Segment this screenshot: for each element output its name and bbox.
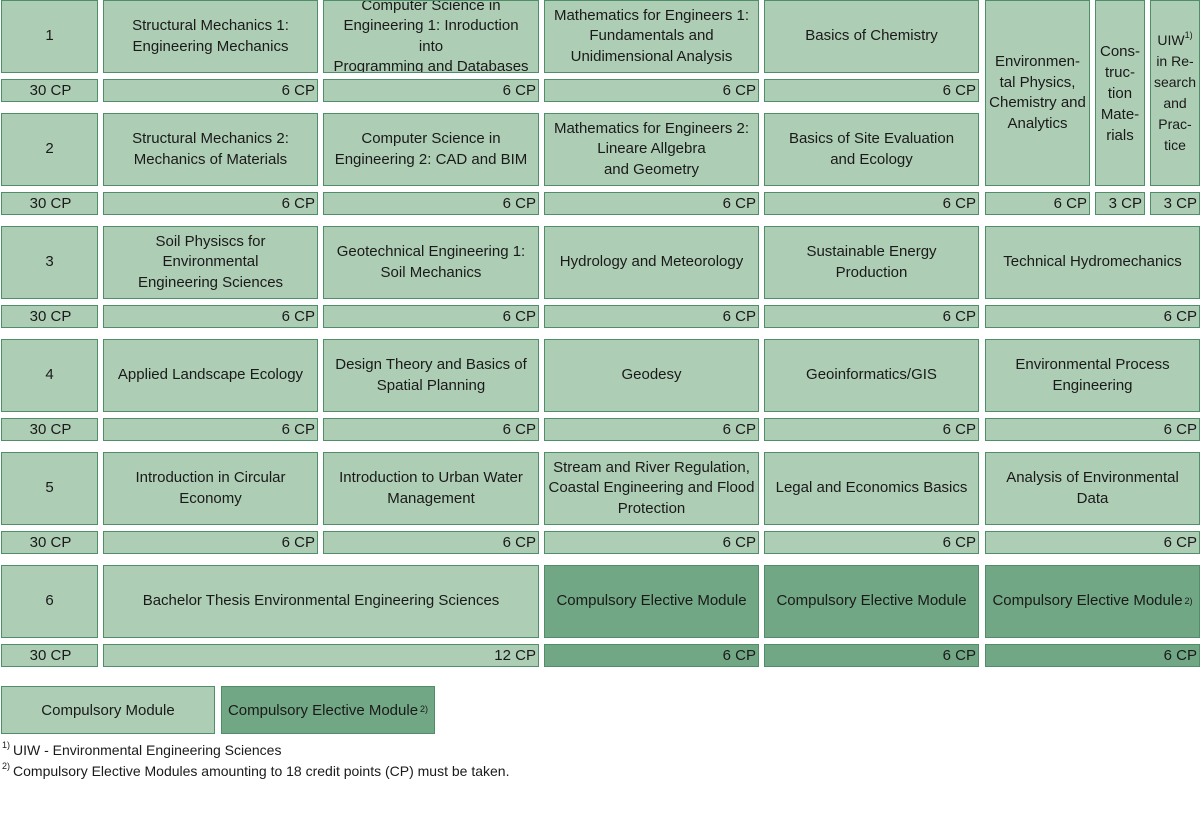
module-cp: 6 CP: [985, 192, 1090, 215]
module-circular-economy: Introduction in Circular Economy: [103, 452, 318, 525]
module-urban-water-management: Introduction to Urban Water Management: [323, 452, 539, 525]
module-hydrology-meteorology: Hydrology and Meteorology: [544, 226, 759, 299]
module-design-theory-spatial-planning: Design Theory and Basics of Spatial Plan…: [323, 339, 539, 412]
module-mathematics-1: Mathematics for Engineers 1: Fundamental…: [544, 0, 759, 73]
module-stream-river-regulation: Stream and River Regulation, Coastal Eng…: [544, 452, 759, 525]
semester-4-label: 4: [1, 339, 98, 412]
module-cp: 6 CP: [764, 305, 979, 328]
module-sustainable-energy: Sustainable Energy Production: [764, 226, 979, 299]
module-cp: 6 CP: [103, 531, 318, 554]
module-title: Compulsory Elective Module: [992, 592, 1183, 610]
module-cp: 6 CP: [544, 644, 759, 667]
uiw-prefix: UIW: [1157, 32, 1185, 48]
module-cp: 6 CP: [323, 79, 539, 102]
module-cp: 3 CP: [1095, 192, 1145, 215]
module-cp: 6 CP: [103, 192, 318, 215]
module-mathematics-2: Mathematics for Engineers 2: Lineare All…: [544, 113, 759, 186]
module-cp: 6 CP: [764, 79, 979, 102]
module-cp: 6 CP: [323, 531, 539, 554]
module-environmental-process-engineering: Environmental Process Engineering: [985, 339, 1200, 412]
module-uiw-research-practice: UIW1) in Re- search and Prac- tice: [1150, 0, 1200, 186]
module-applied-landscape-ecology: Applied Landscape Ecology: [103, 339, 318, 412]
uiw-title-rest: in Re- search and Prac- tice: [1153, 53, 1197, 153]
module-cp: 6 CP: [764, 531, 979, 554]
legend-label: Compulsory Elective Module: [227, 701, 419, 719]
semester-3-total: 30 CP: [1, 305, 98, 328]
module-basics-of-chemistry: Basics of Chemistry: [764, 0, 979, 73]
semester-2-total: 30 CP: [1, 192, 98, 215]
module-geotechnical-engineering-1: Geotechnical Engineering 1: Soil Mechani…: [323, 226, 539, 299]
semester-1-total: 30 CP: [1, 79, 98, 102]
module-environmental-data-analysis: Analysis of Environmental Data: [985, 452, 1200, 525]
semester-1-label: 1: [1, 0, 98, 73]
module-environmental-physics-chemistry: Environmen- tal Physics, Chemistry and A…: [985, 0, 1090, 186]
module-cp: 6 CP: [544, 531, 759, 554]
footnote-text: Compulsory Elective Modules amounting to…: [13, 763, 510, 779]
module-construction-materials: Cons- truc- tion Mate- rials: [1095, 0, 1145, 186]
footnote-mark: 1): [2, 740, 11, 751]
semester-6-label: 6: [1, 565, 98, 638]
module-cp: 6 CP: [985, 305, 1200, 328]
module-cp: 6 CP: [323, 192, 539, 215]
module-cp: 6 CP: [544, 305, 759, 328]
module-computer-science-2: Computer Science in Engineering 2: CAD a…: [323, 113, 539, 186]
module-cp: 6 CP: [323, 418, 539, 441]
semester-4-total: 30 CP: [1, 418, 98, 441]
module-cp: 6 CP: [764, 418, 979, 441]
module-bachelor-thesis: Bachelor Thesis Environmental Engineerin…: [103, 565, 539, 638]
semester-6-total: 30 CP: [1, 644, 98, 667]
semester-2-label: 2: [1, 113, 98, 186]
module-compulsory-elective: Compulsory Elective Module 2): [985, 565, 1200, 638]
module-compulsory-elective: Compulsory Elective Module: [544, 565, 759, 638]
module-technical-hydromechanics: Technical Hydromechanics: [985, 226, 1200, 299]
module-geodesy: Geodesy: [544, 339, 759, 412]
legend-compulsory: Compulsory Module: [1, 686, 215, 734]
semester-5-label: 5: [1, 452, 98, 525]
module-cp: 6 CP: [103, 79, 318, 102]
legend-compulsory-elective: Compulsory Elective Module 2): [221, 686, 435, 734]
semester-3-label: 3: [1, 226, 98, 299]
module-computer-science-1: Computer Science in Engineering 1: Inrod…: [323, 0, 539, 73]
module-cp: 6 CP: [544, 79, 759, 102]
module-cp: 6 CP: [544, 192, 759, 215]
module-cp: 12 CP: [103, 644, 539, 667]
module-structural-mechanics-1: Structural Mechanics 1: Engineering Mech…: [103, 0, 318, 73]
module-cp: 6 CP: [544, 418, 759, 441]
module-cp: 6 CP: [103, 305, 318, 328]
semester-5-total: 30 CP: [1, 531, 98, 554]
footnote-2: 2) Compulsory Elective Modules amounting …: [2, 762, 509, 780]
module-cp: 6 CP: [764, 644, 979, 667]
module-structural-mechanics-2: Structural Mechanics 2: Mechanics of Mat…: [103, 113, 318, 186]
module-soil-physics: Soil Physiscs for Environmental Engineer…: [103, 226, 318, 299]
module-site-evaluation-ecology: Basics of Site Evaluation and Ecology: [764, 113, 979, 186]
module-cp: 6 CP: [323, 305, 539, 328]
module-compulsory-elective: Compulsory Elective Module: [764, 565, 979, 638]
module-cp: 6 CP: [764, 192, 979, 215]
module-cp: 6 CP: [103, 418, 318, 441]
module-cp: 6 CP: [985, 644, 1200, 667]
uiw-heading: UIW1): [1157, 30, 1192, 51]
footnote-1: 1) UIW - Environmental Engineering Scienc…: [2, 741, 281, 759]
module-legal-economics-basics: Legal and Economics Basics: [764, 452, 979, 525]
module-geoinformatics-gis: Geoinformatics/GIS: [764, 339, 979, 412]
module-cp: 6 CP: [985, 531, 1200, 554]
module-cp: 3 CP: [1150, 192, 1200, 215]
footnote-marker: 1): [1184, 30, 1193, 41]
footnote-mark: 2): [2, 761, 11, 772]
module-cp: 6 CP: [985, 418, 1200, 441]
footnote-text: UIW - Environmental Engineering Sciences: [13, 742, 282, 758]
